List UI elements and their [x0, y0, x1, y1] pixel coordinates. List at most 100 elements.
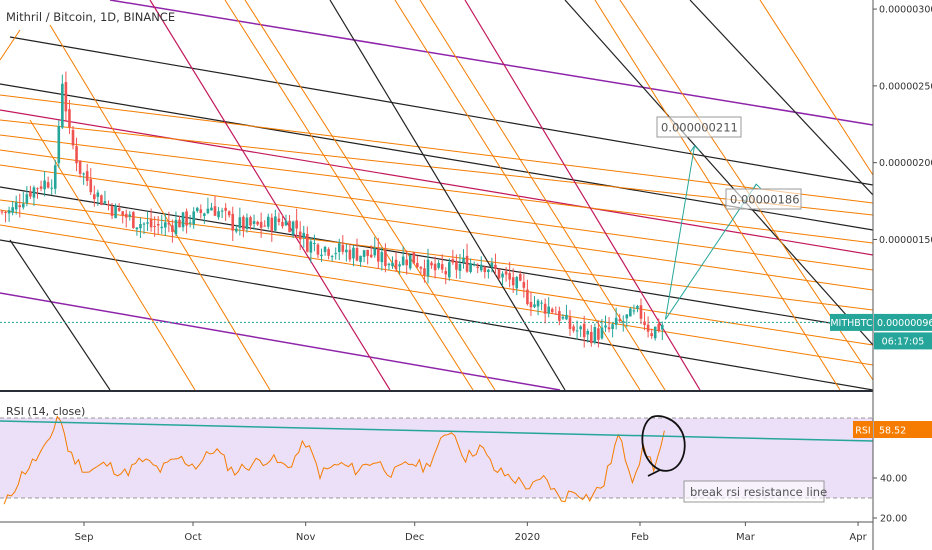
candle-body [188, 222, 192, 224]
candle-body [462, 257, 465, 263]
candle-body [639, 305, 643, 319]
fib-line[interactable] [0, 134, 873, 244]
time-tick-label: Dec [405, 532, 424, 543]
pitchfork-bottom-line[interactable] [0, 239, 873, 390]
candle-body [650, 333, 653, 337]
candle-body [14, 202, 18, 210]
countdown-box [874, 332, 932, 350]
price-target-box[interactable] [725, 188, 802, 210]
symbol-label-box [830, 313, 873, 331]
candle-body [426, 259, 430, 277]
candle-body [451, 259, 455, 263]
fan-line[interactable] [9, 239, 111, 390]
candle-body [618, 319, 621, 321]
time-tick-label: Feb [631, 532, 649, 543]
candle-body [309, 241, 313, 253]
candle-body [561, 316, 565, 319]
candle-body [242, 216, 245, 230]
pitchfork-lower-outer-line[interactable] [0, 292, 561, 390]
candle-body [430, 262, 433, 266]
fan-line[interactable] [224, 0, 474, 390]
fan-line[interactable] [244, 0, 496, 390]
candle-body [18, 205, 22, 208]
candle-body [547, 306, 550, 314]
candle-body [494, 264, 497, 269]
forecast-arrowhead [751, 183, 762, 191]
candle-body [11, 207, 14, 213]
fan-line[interactable] [49, 24, 271, 390]
candle-body [614, 317, 618, 325]
candle-body [519, 274, 522, 281]
candle-body [384, 250, 387, 266]
candle-body [352, 247, 355, 259]
candle-body [192, 211, 195, 225]
fib-line[interactable] [0, 199, 873, 311]
fan-line[interactable] [329, 0, 566, 390]
fan-line[interactable] [419, 0, 666, 390]
candle-body [433, 263, 437, 271]
candle-body [313, 242, 316, 244]
rsi-note-box[interactable] [683, 480, 825, 503]
candle-body [185, 211, 188, 226]
price-tick-label: 0.00000200 [879, 158, 932, 169]
fan-line[interactable] [149, 0, 391, 390]
candle-body [348, 249, 352, 260]
price-scale[interactable] [873, 0, 932, 550]
fib-line[interactable] [0, 149, 873, 271]
fan-line[interactable] [759, 0, 873, 176]
candle-body [653, 326, 657, 339]
fib-line[interactable] [0, 209, 873, 346]
candle-body [405, 259, 408, 266]
candle-body [366, 249, 369, 256]
price-candles [0, 71, 664, 348]
pitchfork-drawings [0, 0, 873, 390]
fan-line[interactable] [464, 0, 701, 390]
candle-body [68, 109, 71, 128]
candle-body [231, 213, 235, 231]
fan-line[interactable] [29, 119, 196, 390]
time-tick-label: Mar [736, 532, 756, 543]
fan-line[interactable] [564, 0, 873, 346]
candle-body [284, 220, 288, 226]
candle-body [174, 219, 178, 235]
time-tick-labels[interactable]: Sep Oct Nov Dec 2020 Feb Mar Apr [75, 522, 868, 543]
candle-body [82, 173, 85, 175]
price-target-box[interactable] [656, 116, 742, 138]
price-tick-labels: 0.00000300 0.00000250 0.00000200 0.00000150 [873, 5, 932, 246]
rsi-resistance-line[interactable] [0, 420, 873, 442]
fan-line[interactable] [394, 0, 641, 390]
candle-body [132, 212, 135, 229]
candle-body [302, 232, 306, 238]
candle-body [291, 221, 295, 235]
candle-body [178, 219, 181, 228]
candle-body [249, 217, 252, 226]
pitchfork-lower-line[interactable] [0, 186, 873, 331]
candle-body [270, 217, 274, 232]
symbol-label: MITHBTC [830, 318, 873, 329]
candle-body [57, 125, 61, 164]
pitchfork-upper-outer-line[interactable] [109, 0, 873, 126]
candle-body [444, 271, 448, 275]
fan-line[interactable] [594, 0, 841, 390]
candle-body [227, 211, 231, 216]
fib-line[interactable] [0, 224, 873, 366]
candle-body [64, 82, 68, 112]
pitchfork-median-line[interactable] [9, 36, 873, 186]
candle-body [149, 219, 153, 228]
pitchfork-red-line[interactable] [0, 109, 873, 256]
candle-body [604, 325, 607, 328]
candle-body [135, 227, 139, 230]
fib-line[interactable] [0, 164, 873, 291]
fan-line[interactable] [0, 29, 21, 61]
price-tick-label: 0.00000300 [879, 5, 932, 16]
time-tick-label: Oct [184, 532, 201, 543]
rsi-indicator-tag: RSI [855, 426, 870, 437]
fan-line[interactable] [689, 0, 873, 196]
fib-line[interactable] [0, 94, 873, 204]
rsi-tick-labels: 40.00 20.00 [873, 474, 907, 525]
circle-annotation[interactable] [641, 415, 686, 477]
candle-body [75, 146, 78, 164]
candle-body [423, 268, 426, 276]
forecast-arrow[interactable] [664, 145, 696, 320]
